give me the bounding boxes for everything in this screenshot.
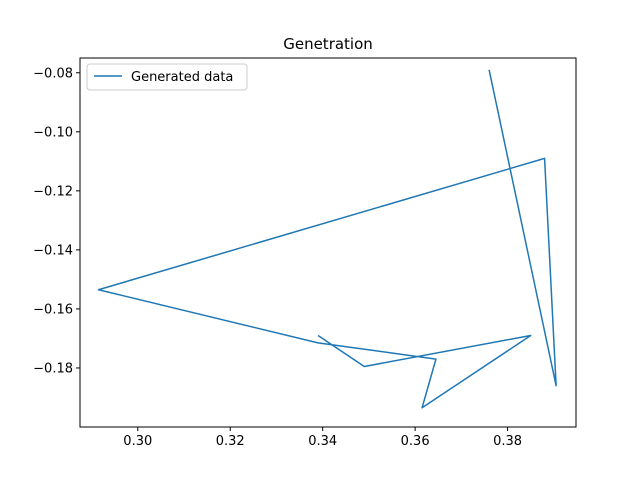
y-tick-label: −0.18 [33,361,73,376]
x-tick-label: 0.38 [493,434,522,449]
x-tick-label: 0.36 [401,434,430,449]
legend-box [86,63,248,91]
y-tick-label: −0.10 [33,125,73,140]
legend-label: Generated data [131,70,233,85]
y-tick-label: −0.12 [33,184,73,199]
series-line-0 [97,69,557,409]
plot-area [79,57,577,428]
y-tick-label: −0.08 [33,66,73,81]
x-tick-label: 0.32 [216,434,245,449]
y-tick-label: −0.16 [33,302,73,317]
chart-title: Genetration [283,35,373,53]
x-axis: 0.30 0.32 0.34 0.36 0.38 [123,427,522,449]
x-tick-label: 0.30 [123,434,152,449]
legend: Generated data [86,63,248,91]
x-tick-label: 0.34 [308,434,337,449]
y-tick-label: −0.14 [33,243,73,258]
series-layer [97,69,557,409]
y-axis: −0.08 −0.10 −0.12 −0.14 −0.16 −0.18 [33,66,80,376]
axes-frame [79,57,577,428]
